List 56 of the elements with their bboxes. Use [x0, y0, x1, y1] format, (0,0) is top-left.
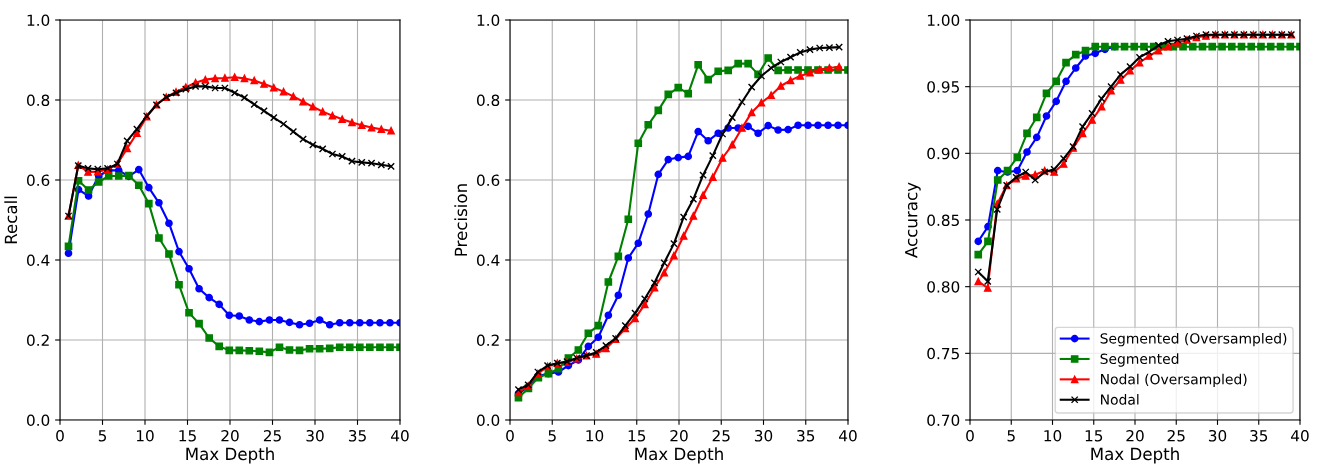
x-tick-label: 0 — [506, 429, 514, 442]
x-axis-title: Max Depth — [635, 447, 723, 464]
x-tick-label: 0 — [966, 429, 974, 442]
y-tick-label: 0.2 — [476, 334, 499, 347]
x-axis-title: Max Depth — [186, 447, 274, 464]
x-tick-label: 10 — [1044, 429, 1062, 442]
y-tick-label: 1.0 — [477, 14, 500, 27]
x-tick-label: 15 — [179, 430, 196, 442]
x-tick-label: 25 — [263, 429, 281, 442]
x-tick-label: 10 — [136, 429, 154, 442]
x-tick-label: 40 — [1291, 429, 1309, 442]
x-tick-label: 5 — [1007, 430, 1015, 442]
x-tick-label: 30 — [754, 429, 773, 442]
x-axis-title: Max Depth — [1091, 447, 1179, 464]
y-tick-label: 0.4 — [476, 254, 500, 267]
y-tick-label: 1.00 — [927, 14, 960, 27]
y-tick-label: 0.8 — [26, 94, 50, 107]
y-axis-title: Recall — [4, 196, 18, 244]
y-tick-label: 0.4 — [26, 254, 50, 267]
y-axis-title: Accuracy — [905, 182, 921, 258]
x-tick-label: 5 — [548, 430, 556, 442]
x-tick-label: 25 — [712, 429, 730, 442]
y-tick-label: 0.95 — [927, 81, 959, 93]
x-tick-label: 40 — [839, 429, 857, 442]
y-tick-label: 0.75 — [927, 347, 959, 360]
y-tick-label: 0.70 — [927, 414, 960, 427]
y-tick-label: 0.6 — [476, 174, 500, 187]
y-tick-label: 0.90 — [927, 147, 960, 160]
y-tick-label: 0.80 — [927, 281, 960, 293]
y-tick-label: 0.85 — [927, 214, 959, 227]
x-tick-label: 40 — [391, 429, 409, 442]
x-tick-label: 20 — [670, 429, 688, 442]
y-tick-label: 0.0 — [476, 414, 500, 427]
legend-label: Nodal — [1101, 394, 1139, 405]
y-tick-label: 0.0 — [26, 414, 50, 427]
y-tick-label: 0.6 — [26, 174, 50, 187]
x-tick-label: 35 — [348, 429, 366, 442]
x-tick-label: 30 — [306, 429, 324, 442]
x-tick-label: 0 — [56, 429, 64, 442]
x-tick-label: 20 — [221, 429, 239, 442]
x-tick-label: 15 — [1085, 430, 1103, 442]
legend-label: Nodal (Oversampled) — [1101, 373, 1247, 388]
y-tick-label: 0.2 — [26, 334, 49, 347]
x-tick-label: 35 — [1250, 429, 1268, 442]
y-axis-title: Precision — [454, 184, 468, 256]
x-tick-label: 15 — [628, 430, 646, 442]
y-tick-label: 0.8 — [476, 94, 500, 107]
x-tick-label: 35 — [797, 429, 815, 442]
x-tick-label: 10 — [586, 429, 604, 442]
legend-label: Segmented — [1100, 353, 1179, 367]
x-tick-label: 20 — [1126, 429, 1144, 442]
legend-label: Segmented (Oversampled) — [1100, 332, 1287, 347]
y-tick-label: 1.0 — [27, 14, 50, 27]
x-tick-label: 30 — [1208, 429, 1227, 442]
x-tick-label: 5 — [98, 430, 107, 442]
x-tick-label: 25 — [1167, 429, 1185, 442]
